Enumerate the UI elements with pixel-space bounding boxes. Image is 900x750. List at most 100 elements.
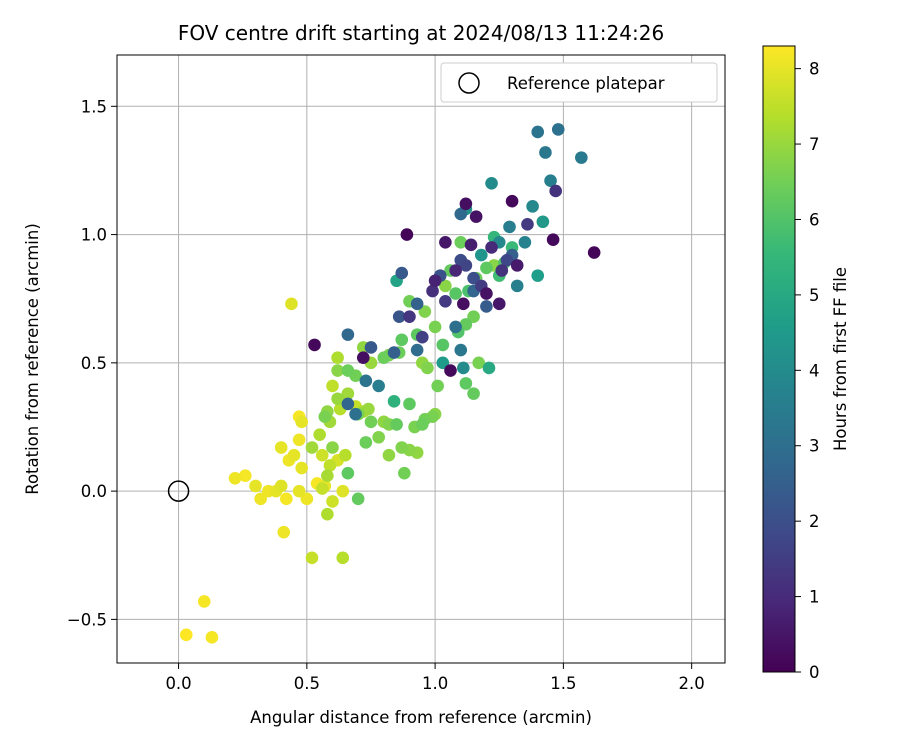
data-point <box>341 387 355 400</box>
data-point <box>249 479 262 493</box>
data-point <box>341 364 355 377</box>
data-point <box>485 176 498 190</box>
data-point <box>356 351 370 365</box>
data-point <box>464 238 478 252</box>
data-point <box>349 407 362 421</box>
data-point <box>551 123 565 136</box>
data-point <box>305 441 319 454</box>
data-point <box>415 418 429 431</box>
data-point <box>300 492 314 506</box>
y-tick-label: 1.5 <box>81 97 107 116</box>
x-tick-label: 1.0 <box>422 674 448 693</box>
data-point <box>444 364 457 377</box>
data-point <box>351 492 365 506</box>
data-point <box>480 261 493 275</box>
data-point <box>459 377 473 390</box>
y-tick-label: 0.5 <box>81 354 107 373</box>
data-point <box>459 259 473 272</box>
data-point <box>536 215 550 229</box>
data-point <box>326 441 339 454</box>
y-axis-label: Rotation from reference (arcmin) <box>23 223 42 495</box>
data-point <box>339 448 352 462</box>
data-point <box>544 174 557 188</box>
data-point <box>254 492 267 506</box>
data-point <box>449 320 462 334</box>
data-point <box>362 402 375 416</box>
data-point <box>295 415 309 429</box>
data-point <box>492 297 506 311</box>
data-point <box>387 395 401 408</box>
colorbar-tick-label: 6 <box>809 210 820 229</box>
legend-marker-icon <box>458 72 480 94</box>
data-point <box>495 264 509 277</box>
data-point <box>439 279 452 293</box>
data-point <box>467 271 480 285</box>
data-point <box>587 246 601 259</box>
data-point <box>472 356 486 370</box>
data-point <box>364 415 378 429</box>
data-point <box>467 387 480 400</box>
data-point <box>331 364 344 377</box>
data-point <box>421 361 434 375</box>
data-point <box>179 628 193 642</box>
data-point <box>410 343 424 357</box>
colorbar-ticks: 0 1 2 3 4 5 6 7 8 <box>795 60 820 682</box>
data-point <box>531 125 545 139</box>
data-point <box>274 479 288 493</box>
x-tick-label: 0.5 <box>294 674 320 693</box>
data-point <box>326 379 339 393</box>
data-point <box>500 253 514 267</box>
data-point <box>510 279 524 293</box>
y-tick-label: 1.0 <box>81 226 107 245</box>
data-point <box>315 482 329 495</box>
data-point <box>415 330 429 344</box>
data-point <box>336 551 350 565</box>
data-point <box>454 235 468 249</box>
data-point <box>228 471 242 485</box>
data-point <box>436 338 450 352</box>
data-point <box>449 287 462 300</box>
data-point <box>418 305 432 318</box>
data-point <box>428 274 442 288</box>
data-point <box>469 210 483 223</box>
y-axis-ticks: −0.5 0.0 0.5 1.0 1.5 <box>67 97 117 629</box>
colorbar-tick-label: 2 <box>809 512 820 531</box>
y-tick-label: −0.5 <box>67 610 107 629</box>
data-point <box>467 310 480 323</box>
data-point <box>359 436 373 449</box>
data-point <box>377 351 391 365</box>
data-point <box>292 484 306 498</box>
data-point <box>480 300 493 313</box>
data-point <box>431 379 444 393</box>
legend-entry-reference-platepar: Reference platepar <box>507 74 665 93</box>
data-point <box>426 284 439 298</box>
data-points <box>179 123 601 644</box>
legend: Reference platepar <box>440 62 718 103</box>
reference-platepar-marker <box>167 480 190 502</box>
data-point <box>459 197 473 211</box>
data-point <box>390 418 403 431</box>
data-point <box>436 356 450 370</box>
colorbar-tick-label: 4 <box>809 361 820 380</box>
colorbar-tick-label: 8 <box>809 60 820 79</box>
data-point <box>549 184 562 198</box>
data-point <box>364 341 378 354</box>
colorbar-tick-label: 7 <box>809 135 820 154</box>
data-point <box>454 207 468 221</box>
data-point <box>205 631 219 644</box>
axes-frame <box>116 54 726 664</box>
data-point <box>318 410 332 424</box>
data-point <box>308 338 321 352</box>
data-point <box>428 320 442 334</box>
data-point <box>341 328 355 341</box>
data-point <box>395 441 409 454</box>
colorbar-tick-label: 1 <box>809 588 820 607</box>
data-point <box>341 397 355 411</box>
data-point <box>518 235 532 249</box>
colorbar-gradient <box>762 45 796 673</box>
data-point <box>457 297 470 311</box>
data-point <box>326 495 339 508</box>
data-point <box>372 379 385 393</box>
data-point <box>439 235 452 249</box>
